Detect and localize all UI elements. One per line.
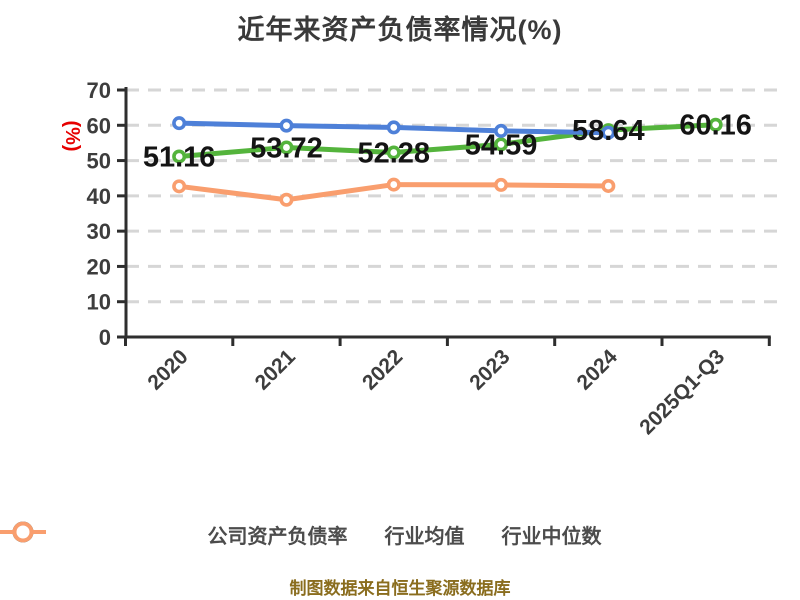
chart-title: 近年来资产负债率情况(%) — [237, 15, 563, 45]
y-tick-label: 30 — [87, 219, 111, 244]
y-tick-label: 40 — [87, 184, 111, 209]
marker-industry-median-point — [601, 178, 616, 193]
x-tick-label: 2025Q1-Q3 — [635, 345, 729, 439]
x-tick-label: 2022 — [358, 345, 407, 394]
marker-company-debt-ratio-point — [494, 137, 509, 152]
marker-company-debt-ratio-point — [279, 140, 294, 155]
marker-industry-average-point — [279, 118, 294, 133]
marker-company-debt-ratio-point — [386, 145, 401, 160]
y-tick-label: 60 — [87, 113, 111, 138]
y-tick-label: 10 — [87, 290, 111, 315]
data-label: 58.64 — [572, 115, 645, 147]
data-label: 60.16 — [679, 110, 752, 142]
legend-item-label: 行业中位数 — [501, 526, 602, 548]
data-label: 53.72 — [250, 132, 323, 164]
marker-industry-average-point — [494, 123, 509, 138]
y-tick-label: 20 — [87, 254, 111, 279]
y-axis-unit-label: (%) — [61, 120, 83, 151]
marker-industry-median-point — [279, 192, 294, 207]
x-tick-label: 2023 — [465, 345, 514, 394]
y-tick-label: 70 — [87, 78, 111, 103]
marker-industry-average-point — [386, 120, 401, 135]
line-company-debt-ratio — [176, 122, 719, 159]
legend-marker-circle — [12, 521, 34, 543]
y-tick-label: 0 — [99, 325, 111, 350]
legend-item-label: 行业均值 — [384, 526, 465, 548]
data-label: 54.59 — [465, 129, 538, 161]
legend-item-industry-median[interactable]: 行业中位数 — [0, 520, 602, 549]
marker-industry-median-point — [386, 177, 401, 192]
data-source-note: 制图数据来自恒生聚源数据库 — [289, 579, 511, 598]
legend: 公司资产负债率 行业均值 行业中位数 — [0, 520, 800, 549]
marker-company-debt-ratio-point — [172, 149, 187, 164]
marker-industry-average-point — [601, 125, 616, 140]
y-tick-label: 50 — [87, 149, 111, 174]
marker-industry-median-point — [172, 179, 187, 194]
marker-industry-average-point — [172, 116, 187, 131]
x-tick-label: 2020 — [143, 345, 192, 394]
legend-line-marker-icon — [0, 521, 46, 543]
x-tick-label: 2021 — [251, 345, 301, 395]
legend-item-industry-average[interactable]: 行业均值 — [0, 520, 465, 549]
data-label: 51.16 — [143, 141, 216, 173]
marker-company-debt-ratio-point — [708, 117, 723, 132]
legend-item-company-debt-ratio[interactable]: 公司资产负债率 — [0, 520, 348, 549]
marker-industry-median-point — [494, 177, 509, 192]
x-tick-label: 2024 — [573, 345, 623, 395]
data-label: 52.28 — [357, 138, 430, 170]
legend-item-label: 公司资产负债率 — [207, 526, 348, 548]
